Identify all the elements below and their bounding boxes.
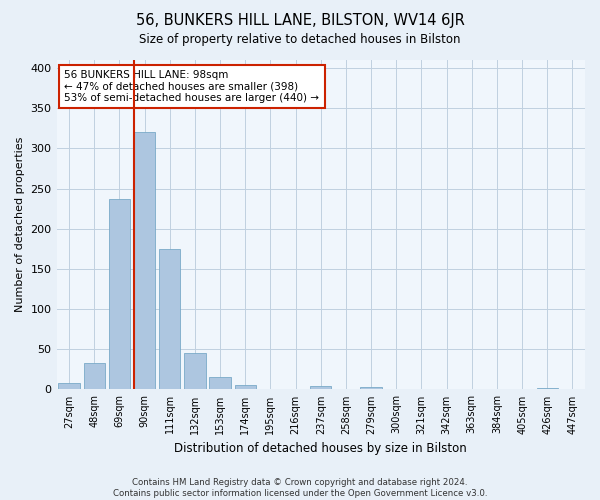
Bar (109, 199, 130, 390)
Bar (184, 354, 206, 390)
Text: 56, BUNKERS HILL LANE, BILSTON, WV14 6JR: 56, BUNKERS HILL LANE, BILSTON, WV14 6JR (136, 12, 464, 28)
Bar (83, 363, 105, 390)
Bar (361, 387, 382, 390)
Bar (209, 378, 231, 390)
Bar (235, 386, 256, 390)
Bar (310, 386, 331, 390)
Y-axis label: Number of detached properties: Number of detached properties (15, 137, 25, 312)
Text: 56 BUNKERS HILL LANE: 98sqm
← 47% of detached houses are smaller (398)
53% of se: 56 BUNKERS HILL LANE: 98sqm ← 47% of det… (64, 70, 319, 103)
Text: Size of property relative to detached houses in Bilston: Size of property relative to detached ho… (139, 32, 461, 46)
Bar (58, 383, 80, 390)
Bar (159, 249, 181, 390)
X-axis label: Distribution of detached houses by size in Bilston: Distribution of detached houses by size … (175, 442, 467, 455)
Bar (134, 132, 155, 390)
Text: Contains HM Land Registry data © Crown copyright and database right 2024.
Contai: Contains HM Land Registry data © Crown c… (113, 478, 487, 498)
Bar (536, 388, 558, 390)
